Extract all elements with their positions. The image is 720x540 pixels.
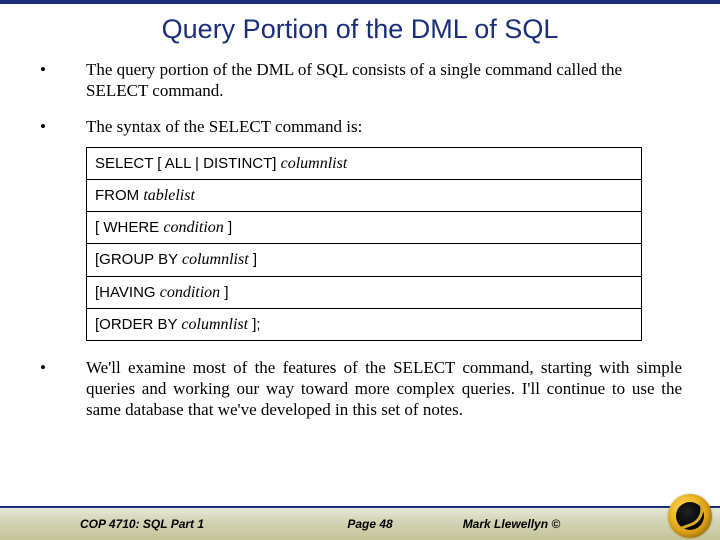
bullet-marker: • — [38, 116, 86, 137]
syntax-tail: ] — [249, 251, 257, 268]
syntax-italic: columnlist — [181, 316, 248, 333]
syntax-keyword: FROM — [95, 187, 143, 204]
footer-course: COP 4710: SQL Part 1 — [0, 517, 337, 531]
bullet-text: The syntax of the SELECT command is: — [86, 116, 682, 137]
slide-title: Query Portion of the DML of SQL — [0, 4, 720, 59]
syntax-keyword: [HAVING — [95, 284, 160, 301]
bullet-item: • The query portion of the DML of SQL co… — [38, 59, 682, 102]
bullet-text: The query portion of the DML of SQL cons… — [86, 59, 682, 102]
footer-bar: COP 4710: SQL Part 1 Page 48 Mark Llewel… — [0, 506, 720, 540]
syntax-italic: columnlist — [281, 155, 348, 172]
syntax-row-from: FROM tablelist — [87, 180, 641, 212]
syntax-row-select: SELECT [ ALL | DISTINCT] columnlist — [87, 148, 641, 180]
syntax-italic: condition — [160, 284, 220, 301]
syntax-italic: columnlist — [182, 251, 249, 268]
syntax-tail: ] — [220, 284, 228, 301]
bullet-text: We'll examine most of the features of th… — [86, 357, 682, 421]
ucf-logo-icon — [668, 494, 712, 538]
bullet-item: • We'll examine most of the features of … — [38, 357, 682, 421]
bullet-item: • The syntax of the SELECT command is: — [38, 116, 682, 137]
syntax-italic: condition — [163, 219, 223, 236]
syntax-row-where: [ WHERE condition ] — [87, 212, 641, 244]
syntax-tail: ] — [224, 219, 232, 236]
syntax-keyword: [ WHERE — [95, 219, 163, 236]
syntax-keyword: [ORDER BY — [95, 316, 181, 333]
bullet-marker: • — [38, 357, 86, 421]
syntax-italic: tablelist — [143, 187, 195, 204]
footer-page: Page 48 — [337, 517, 402, 531]
bullet-marker: • — [38, 59, 86, 102]
syntax-table: SELECT [ ALL | DISTINCT] columnlist FROM… — [86, 147, 642, 341]
syntax-row-groupby: [GROUP BY columnlist ] — [87, 244, 641, 276]
syntax-row-having: [HAVING condition ] — [87, 277, 641, 309]
syntax-keyword: [GROUP BY — [95, 251, 182, 268]
content-area: • The query portion of the DML of SQL co… — [0, 59, 720, 421]
syntax-tail: ]; — [248, 316, 261, 333]
syntax-keyword: SELECT [ ALL | DISTINCT] — [95, 155, 281, 172]
syntax-row-orderby: [ORDER BY columnlist ]; — [87, 309, 641, 340]
